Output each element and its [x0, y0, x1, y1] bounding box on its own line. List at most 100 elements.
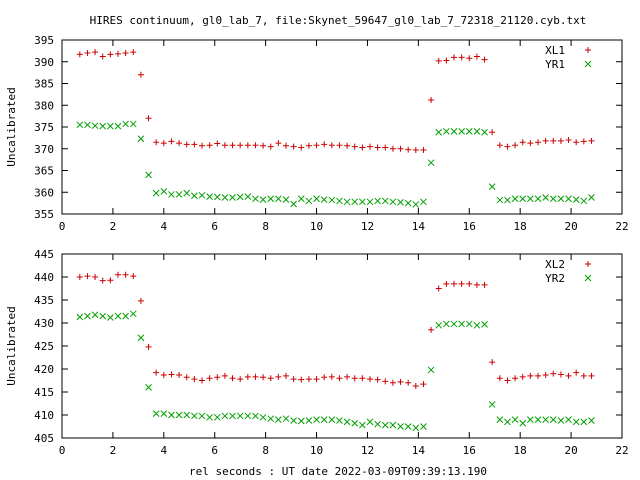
x-tick-label: 4 [161, 220, 168, 233]
data-point-xl1 [260, 142, 267, 149]
data-point-yr1 [198, 191, 206, 199]
data-point-yr1 [160, 188, 168, 195]
data-point-xl1 [489, 129, 496, 136]
data-point-xl2 [107, 277, 114, 284]
data-point-yr1 [145, 171, 152, 179]
data-point-yr1 [313, 195, 320, 203]
panel-2: 0 2 4 6 8 10 12 14 16 18 20 22 405 410 415 420 425 430 435… [5, 248, 629, 457]
data-point-xl1 [573, 139, 580, 146]
data-point-xl1 [359, 144, 366, 151]
data-point-yr1 [183, 189, 191, 197]
data-point-yr1 [343, 198, 351, 206]
data-point-yr1 [374, 197, 381, 205]
data-point-yr2 [282, 415, 290, 423]
data-point-yr2 [305, 417, 313, 424]
chart-title: HIRES continuum, gl0_lab_7, file:Skynet_… [90, 14, 587, 27]
data-point-yr1 [557, 195, 565, 203]
data-point-xl2 [244, 373, 251, 380]
data-point-yr2 [534, 416, 542, 423]
data-point-xl2 [122, 271, 129, 278]
data-point-xl2 [512, 375, 519, 382]
data-point-xl2 [191, 376, 198, 383]
data-point-xl1 [99, 53, 106, 60]
data-point-yr2 [343, 418, 351, 426]
data-point-yr2 [336, 417, 343, 424]
data-point-yr1 [336, 197, 343, 205]
data-point-yr1 [259, 196, 267, 203]
data-point-yr2 [175, 411, 183, 419]
data-point-yr2 [244, 412, 252, 420]
data-point-yr1 [534, 195, 542, 203]
data-point-yr1 [458, 127, 465, 135]
data-point-yr1 [84, 121, 91, 129]
x-tick-label: 8 [262, 220, 269, 233]
y-tick-label: 385 [34, 78, 54, 91]
data-point-xl1 [412, 147, 419, 154]
data-point-xl2 [405, 379, 412, 386]
data-point-xl1 [237, 142, 244, 149]
data-point-xl2 [221, 372, 228, 379]
data-point-xl1 [176, 140, 183, 147]
data-point-yr2 [259, 413, 267, 421]
legend-label: XL1 [545, 44, 565, 57]
y-tick-label: 425 [34, 340, 54, 353]
data-point-yr2 [542, 416, 549, 423]
data-point-yr2 [565, 416, 572, 423]
data-point-xl2 [145, 343, 152, 350]
data-point-yr2 [504, 418, 511, 426]
data-point-xl1 [275, 140, 282, 147]
data-point-xl1 [313, 142, 320, 149]
data-point-yr1 [221, 194, 229, 201]
data-point-yr2 [160, 410, 168, 417]
data-point-xl2 [313, 376, 320, 383]
legend-label: YR1 [545, 58, 565, 71]
data-point-yr1 [496, 196, 504, 204]
y-tick-label: 395 [34, 34, 54, 47]
data-point-xl2 [573, 369, 580, 376]
data-point-yr2 [496, 416, 504, 423]
data-point-xl1 [328, 142, 335, 149]
data-point-xl1 [588, 137, 595, 144]
data-point-xl2 [160, 371, 167, 378]
data-point-yr2 [236, 412, 244, 420]
data-point-xl2 [176, 371, 183, 378]
data-point-xl2 [267, 375, 274, 382]
y-tick-label: 365 [34, 165, 54, 178]
data-point-yr1 [229, 194, 236, 201]
data-point-yr1 [549, 195, 557, 203]
data-point-yr1 [572, 196, 580, 203]
data-point-xl1 [443, 57, 450, 64]
data-point-xl2 [298, 376, 305, 383]
data-point-yr1 [267, 195, 275, 203]
data-point-xl1 [183, 141, 190, 148]
data-point-xl2 [84, 273, 91, 280]
data-point-yr2 [588, 417, 595, 424]
data-point-xl2 [92, 274, 99, 280]
data-point-yr1 [435, 128, 443, 136]
data-point-yr2 [99, 312, 107, 320]
x-tick-label: 2 [110, 220, 117, 233]
data-point-xl2 [328, 373, 335, 380]
data-point-yr2 [549, 416, 557, 423]
data-point-yr2 [481, 321, 488, 328]
data-point-xl1 [107, 51, 114, 58]
data-point-xl2 [527, 372, 534, 379]
data-point-yr1 [236, 193, 244, 201]
data-point-yr2 [114, 312, 122, 320]
data-point-xl2 [435, 285, 442, 292]
data-point-xl1 [336, 142, 343, 149]
data-point-xl1 [168, 138, 175, 145]
data-point-yr1 [282, 196, 290, 203]
data-point-xl2 [374, 376, 381, 383]
data-point-yr1 [297, 195, 305, 203]
data-point-xl1 [527, 140, 534, 147]
x-tick-label: 12 [361, 444, 374, 457]
x-tick-label: 0 [59, 220, 66, 233]
data-point-xl1 [122, 50, 129, 57]
data-point-xl1 [191, 141, 198, 148]
data-point-xl1 [214, 140, 221, 147]
data-point-yr2 [427, 366, 435, 374]
data-point-xl1 [535, 139, 541, 146]
data-point-xl2 [397, 378, 404, 385]
